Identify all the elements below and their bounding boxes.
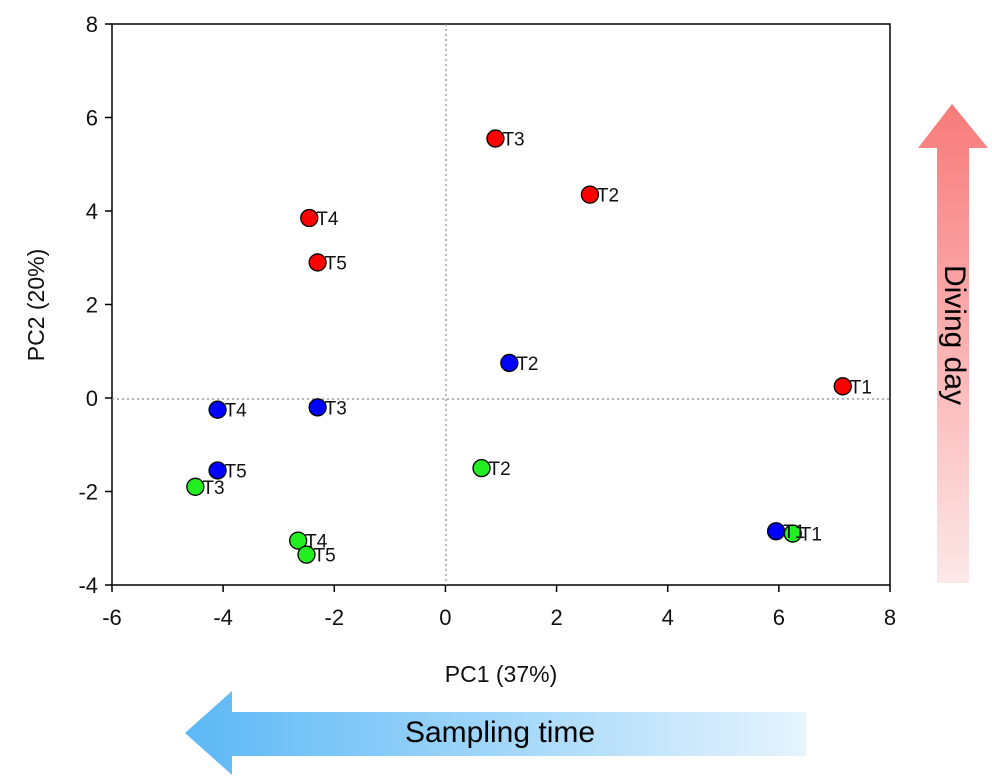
y-tick-label: 6 — [86, 106, 98, 131]
x-axis: -6 -4 -2 0 2 4 6 8 — [102, 585, 896, 630]
data-point — [297, 545, 316, 564]
point-label: T4 — [225, 401, 248, 422]
data-point — [308, 398, 327, 417]
point-label: T5 — [225, 461, 247, 482]
diving-day-arrow-shape — [918, 104, 988, 583]
y-axis: -4 -2 0 2 4 6 8 — [78, 12, 112, 598]
y-tick-label: -2 — [78, 480, 98, 505]
x-axis-title: PC1 (37%) — [445, 661, 557, 687]
diving-day-label: Diving day — [938, 265, 971, 405]
point-label: T2 — [597, 186, 619, 207]
point-label: T5 — [314, 546, 336, 567]
data-point — [580, 185, 600, 204]
point-label: T5 — [325, 253, 347, 274]
x-tick-label: 6 — [773, 605, 785, 630]
plot-frame — [111, 23, 891, 586]
data-point — [289, 531, 308, 550]
point-label: T4 — [305, 532, 328, 553]
x-tick-label: 2 — [550, 605, 562, 630]
y-axis-title: PC2 (20%) — [23, 249, 49, 361]
point-label: T3 — [502, 130, 524, 151]
data-point — [833, 377, 852, 396]
data-point — [208, 461, 227, 480]
point-label: T3 — [325, 398, 347, 419]
data-point — [766, 522, 786, 541]
point-label: T1 — [850, 377, 872, 398]
point-label: T2 — [489, 459, 511, 480]
point-label: T2 — [516, 354, 538, 375]
x-tick-label: 4 — [662, 605, 674, 630]
x-tick-label: 0 — [439, 605, 451, 630]
point-label: T1 — [783, 522, 805, 543]
y-tick-label: 0 — [86, 386, 98, 411]
y-tick-label: -4 — [78, 573, 98, 598]
x-tick-label: -4 — [213, 605, 233, 630]
data-point — [472, 458, 491, 478]
data-point — [500, 353, 519, 373]
y-tick-label: 2 — [86, 293, 98, 318]
data-point — [783, 524, 802, 543]
x-tick-label: -2 — [325, 605, 345, 630]
data-point — [308, 253, 327, 272]
x-tick-label: -6 — [102, 605, 122, 630]
y-tick-label: 8 — [86, 12, 98, 37]
data-point — [486, 129, 505, 148]
data-point — [300, 208, 319, 228]
point-label: T1 — [800, 525, 822, 546]
diving-day-arrow: Diving day — [918, 104, 988, 583]
y-tick-label: 4 — [86, 199, 98, 224]
sampling-time-label: Sampling time — [405, 716, 595, 749]
data-point — [208, 400, 227, 419]
data-point — [186, 477, 205, 496]
point-label: T3 — [202, 478, 224, 499]
point-label: T4 — [316, 209, 339, 230]
sampling-time-arrow-shape — [185, 691, 806, 775]
sampling-time-arrow: Sampling time — [185, 691, 806, 775]
x-tick-label: 8 — [884, 605, 896, 630]
